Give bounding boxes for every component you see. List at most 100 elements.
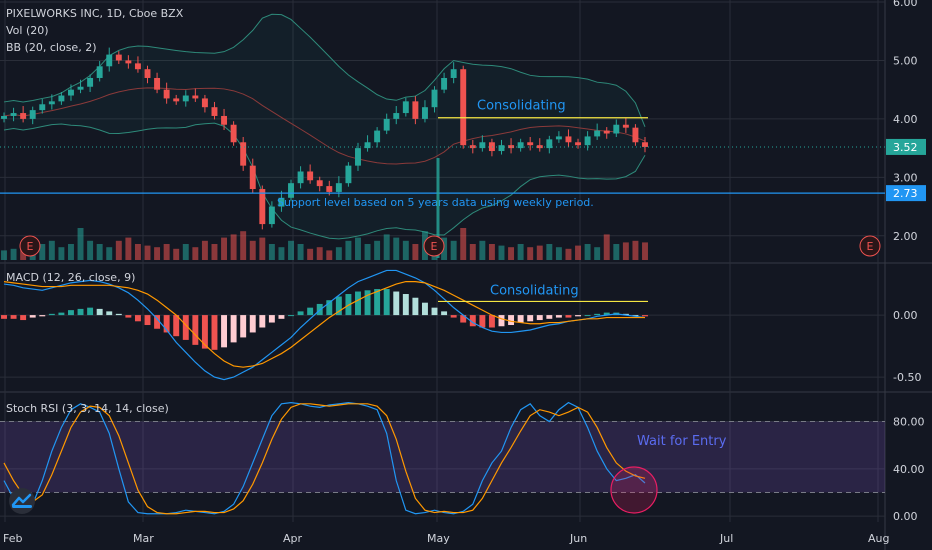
price-tick-label: 5.00 (893, 54, 918, 67)
candle-body (20, 113, 27, 119)
x-tick-label: Jul (719, 532, 733, 545)
candle-body (87, 77, 94, 87)
candle-body (134, 63, 141, 70)
candle-body (622, 124, 629, 128)
volume-bar (498, 245, 505, 260)
volume-bar (642, 242, 648, 260)
candle-body (364, 142, 371, 149)
candle-body (249, 165, 256, 190)
volume-bar (297, 244, 304, 260)
candle-body (355, 148, 361, 166)
earnings-marker[interactable]: E (19, 235, 41, 257)
candle-body (479, 142, 486, 149)
macd-histogram-bar (29, 315, 36, 318)
macd-histogram-bar (144, 315, 151, 326)
candle-body (154, 77, 161, 90)
candle-body (584, 136, 591, 146)
volume-bar (613, 244, 620, 260)
macd-indicator-label[interactable]: MACD (12, 26, close, 9) (6, 271, 135, 284)
candle-body (182, 95, 189, 102)
volume-bar (335, 247, 342, 260)
macd-histogram-bar (192, 315, 199, 345)
bb-basis-line (3, 87, 646, 165)
macd-histogram-bar (307, 307, 314, 316)
macd-histogram-bar (77, 308, 84, 316)
macd-histogram-bar (278, 315, 285, 319)
price-tick-label: 2.00 (893, 230, 918, 243)
candle-body (268, 206, 275, 225)
macd-histogram-bar (297, 311, 304, 316)
stoch-rsi-indicator-label[interactable]: Stoch RSI (3, 3, 14, 14, close) (6, 402, 169, 415)
volume-bar (10, 248, 17, 260)
macd-histogram-bar (259, 315, 266, 328)
rsi-tick-label: 80.00 (893, 416, 925, 429)
macd-histogram-bar (335, 296, 342, 316)
macd-histogram-bar (584, 315, 591, 317)
macd-histogram-bar (460, 315, 467, 323)
candle-body (326, 186, 333, 192)
macd-histogram-bar (10, 315, 17, 319)
macd-histogram-bar (1, 315, 7, 319)
volume-bar (230, 234, 237, 260)
candle-body (297, 171, 304, 184)
earnings-marker-badge (19, 235, 41, 257)
macd-histogram-bar (115, 313, 122, 316)
candle-body (316, 180, 323, 187)
earnings-marker[interactable]: E (859, 235, 881, 257)
macd-histogram-bar (393, 291, 400, 316)
volume-bar (125, 237, 132, 260)
macd-histogram-bar (441, 311, 448, 316)
grid-layer (0, 0, 885, 522)
x-tick-label: Mar (133, 532, 154, 545)
macd-histogram-bar (642, 315, 648, 317)
volume-bar (96, 244, 103, 260)
macd-histogram-bar (355, 291, 361, 316)
entry-highlight-circle (610, 466, 658, 514)
signal-line (3, 281, 645, 368)
x-tick-label: May (427, 532, 450, 545)
volume-bar (575, 245, 581, 260)
volume-bar (48, 240, 55, 260)
volume-indicator-label[interactable]: Vol (20) (6, 24, 49, 37)
candle-body (240, 142, 247, 166)
macd-histogram-bar (498, 315, 505, 327)
main-chart-title[interactable]: PIXELWORKS INC, 1D, Cboe BZX (6, 7, 184, 20)
volume-bar (316, 247, 323, 260)
candle-body (29, 110, 36, 119)
macd-histogram-bar (125, 315, 132, 318)
rsi-tick-label: 40.00 (893, 463, 925, 476)
volume-bar (192, 247, 199, 260)
volume-bar (383, 234, 390, 260)
candle-body (163, 89, 170, 99)
tradingview-logo[interactable] (9, 488, 35, 514)
stoch-rsi-band (0, 421, 885, 493)
candle-body (632, 127, 639, 143)
candle-body (259, 189, 266, 225)
candle-body (642, 142, 648, 147)
volume-bar (622, 242, 629, 260)
volume-bar (163, 244, 170, 260)
candle-body (288, 183, 294, 198)
macd-histogram-bar (134, 315, 141, 322)
macd-histogram-bar (622, 313, 629, 316)
macd-histogram-bar (374, 289, 381, 316)
candle-body (230, 124, 237, 143)
volume-bar (144, 245, 151, 260)
earnings-marker[interactable]: E (423, 235, 445, 257)
volume-bar (450, 240, 457, 260)
volume-bar (211, 244, 218, 260)
candle-body (402, 101, 409, 114)
candle-body (575, 142, 581, 146)
volume-bar (603, 234, 610, 260)
x-tick-label: Aug (868, 532, 889, 545)
candle-body (374, 130, 381, 143)
support-price-label: 2.73 (893, 187, 918, 200)
macd-histogram-bar (288, 315, 294, 317)
x-tick-label: Apr (283, 532, 303, 545)
candle-body (517, 142, 524, 149)
candle-body (335, 183, 342, 192)
macd-histogram-bar (211, 315, 218, 350)
bollinger-indicator-label[interactable]: BB (20, close, 2) (6, 41, 97, 54)
earnings-marker-label: E (431, 240, 438, 253)
candle-body (613, 124, 620, 134)
